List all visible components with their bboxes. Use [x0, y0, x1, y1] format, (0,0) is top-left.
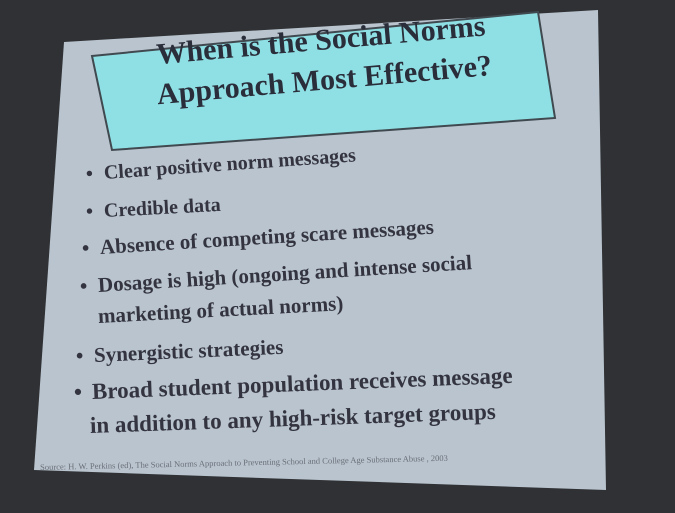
photo: When is the Social Norms Approach Most E… — [0, 0, 675, 513]
